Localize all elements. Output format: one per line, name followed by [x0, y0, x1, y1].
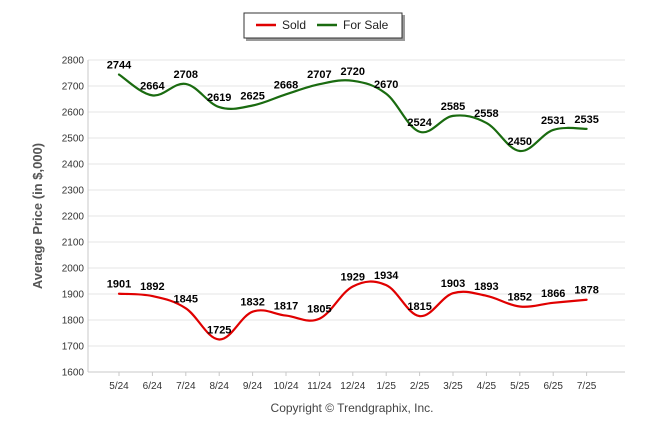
x-tick-label: 7/24	[176, 381, 196, 392]
data-label-for-sale: 2558	[474, 108, 498, 120]
y-tick-label: 1600	[62, 368, 85, 379]
x-tick-label: 12/24	[340, 381, 365, 392]
data-label-sold: 1725	[207, 325, 231, 337]
data-label-for-sale: 2585	[441, 101, 465, 113]
legend-for-sale-label: For Sale	[343, 18, 389, 32]
data-label-sold: 1892	[140, 281, 164, 293]
y-tick-label: 1800	[62, 316, 85, 327]
data-label-sold: 1878	[574, 285, 598, 297]
data-label-sold: 1815	[407, 301, 431, 313]
series-lines	[117, 73, 588, 341]
y-tick-label: 2300	[62, 186, 85, 197]
data-label-for-sale: 2524	[407, 117, 432, 129]
x-tick-label: 1/25	[376, 381, 396, 392]
data-label-sold: 1805	[307, 304, 331, 316]
y-tick-label: 2200	[62, 212, 85, 223]
x-tick-label: 9/24	[243, 381, 263, 392]
x-axis-ticks: 5/24 6/24 7/24 8/24 9/24 10/24 11/24 12/24 1/25 2…	[109, 372, 597, 392]
data-label-for-sale: 2625	[240, 91, 264, 103]
y-axis-label: Average Price (in $,000)	[30, 143, 45, 289]
y-tick-label: 2100	[62, 238, 85, 249]
data-label-for-sale: 2531	[541, 115, 565, 127]
y-tick-label: 2800	[62, 56, 85, 67]
x-tick-label: 7/25	[577, 381, 597, 392]
data-label-sold: 1866	[541, 288, 565, 300]
y-tick-label: 2400	[62, 160, 85, 171]
x-tick-label: 4/25	[477, 381, 497, 392]
x-tick-label: 3/25	[443, 381, 463, 392]
data-labels: 1901 1892 1845 1725 1832 1817 1805 1929 1934 1815…	[107, 60, 599, 337]
y-axis-ticks: 1600 1700 1800 1900 2000 2100 2200 2300 2400 2500…	[62, 56, 85, 379]
data-label-for-sale: 2708	[174, 69, 198, 81]
data-label-sold: 1934	[374, 270, 399, 282]
data-label-for-sale: 2535	[574, 114, 598, 126]
y-tick-label: 2700	[62, 82, 85, 93]
data-label-for-sale: 2707	[307, 69, 331, 81]
gridlines	[88, 59, 625, 373]
y-tick-label: 2600	[62, 108, 85, 119]
data-label-sold: 1893	[474, 281, 498, 293]
x-tick-label: 6/25	[543, 381, 563, 392]
data-label-sold: 1852	[508, 291, 532, 303]
data-label-for-sale: 2668	[274, 79, 298, 91]
y-tick-label: 2500	[62, 134, 85, 145]
x-tick-label: 2/25	[410, 381, 430, 392]
data-label-sold: 1832	[240, 297, 264, 309]
y-tick-label: 1700	[62, 342, 85, 353]
series-line-for-sale	[117, 73, 588, 153]
data-label-for-sale: 2720	[341, 66, 365, 78]
axes	[87, 60, 625, 373]
x-tick-label: 6/24	[143, 381, 163, 392]
x-tick-label: 11/24	[307, 381, 332, 392]
x-tick-label: 10/24	[273, 381, 298, 392]
data-label-sold: 1817	[274, 301, 298, 313]
y-tick-label: 2000	[62, 264, 85, 275]
legend-sold-label: Sold	[282, 18, 306, 32]
data-label-for-sale: 2744	[107, 60, 132, 72]
data-label-sold: 1929	[341, 271, 365, 283]
y-tick-label: 1900	[62, 290, 85, 301]
copyright-credit: Copyright © Trendgraphix, Inc.	[271, 401, 434, 415]
data-label-for-sale: 2619	[207, 92, 231, 104]
x-tick-label: 5/24	[109, 381, 129, 392]
x-tick-label: 5/25	[510, 381, 530, 392]
data-label-for-sale: 2670	[374, 79, 398, 91]
x-tick-label: 8/24	[209, 381, 229, 392]
legend: Sold For Sale	[243, 12, 405, 41]
data-label-for-sale: 2450	[508, 136, 532, 148]
series-line-sold	[117, 280, 588, 341]
data-label-sold: 1903	[441, 278, 465, 290]
data-label-sold: 1845	[174, 293, 198, 305]
data-label-for-sale: 2664	[140, 80, 165, 92]
data-label-sold: 1901	[107, 279, 131, 291]
